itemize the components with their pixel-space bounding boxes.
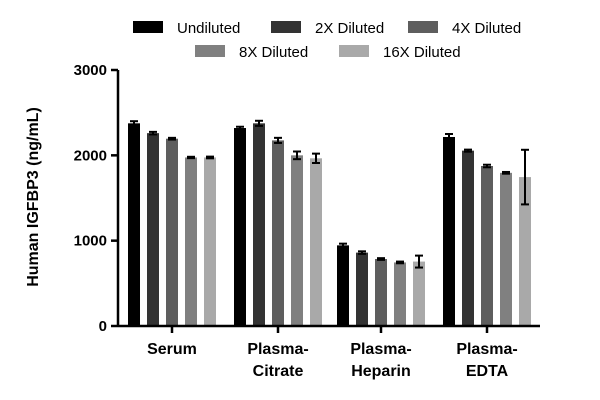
- x-category-label-line: Plasma-: [350, 341, 411, 358]
- legend-label: 16X Diluted: [383, 44, 461, 61]
- y-tick-label: 3000: [74, 62, 107, 79]
- bar: [356, 252, 368, 326]
- legend-swatch: [133, 21, 163, 33]
- bar: [413, 261, 425, 326]
- x-axis: Serum Plasma-CitratePlasma-HeparinPlasma-…: [118, 324, 540, 380]
- bar: [272, 140, 284, 326]
- bar: [481, 166, 493, 326]
- legend-swatch: [408, 21, 438, 33]
- legend-item: 2X Diluted: [271, 20, 384, 37]
- legend-label: 4X Diluted: [452, 20, 521, 37]
- legend-label: 8X Diluted: [239, 44, 308, 61]
- x-category-label-line: Serum: [147, 341, 197, 358]
- bar: [291, 155, 303, 326]
- x-category-label-line: EDTA: [466, 363, 509, 380]
- legend-label: 2X Diluted: [315, 20, 384, 37]
- bar: [500, 172, 512, 326]
- x-category-label-line: Plasma-: [247, 341, 308, 358]
- bar: [185, 157, 197, 326]
- bars: [128, 123, 531, 326]
- error-bars: [130, 119, 529, 269]
- bar: [443, 136, 455, 326]
- legend-label: Undiluted: [177, 20, 240, 37]
- y-axis: 0 1000 2000 3000: [74, 62, 120, 335]
- x-category-label-line: Citrate: [253, 363, 304, 380]
- x-category-label: Plasma- Heparin: [350, 341, 411, 380]
- x-category-label-line: Heparin: [351, 363, 411, 380]
- bar: [337, 245, 349, 326]
- x-category-label: Serum: [147, 341, 197, 358]
- bar: [519, 177, 531, 326]
- legend-item: 16X Diluted: [339, 44, 461, 61]
- legend: Undiluted 2X Diluted 4X Diluted 8X Diluted 1…: [133, 20, 521, 61]
- bar: [462, 150, 474, 326]
- legend-swatch: [271, 21, 301, 33]
- x-category-label: Plasma- Citrate: [247, 341, 308, 380]
- bar: [394, 262, 406, 326]
- legend-item: 8X Diluted: [195, 44, 308, 61]
- y-tick-label: 0: [99, 318, 107, 335]
- legend-swatch: [195, 45, 225, 57]
- bar: [253, 123, 265, 326]
- bar: [204, 157, 216, 326]
- bar: [310, 158, 322, 326]
- bar: [147, 133, 159, 326]
- legend-item: 4X Diluted: [408, 20, 521, 37]
- bar: [234, 128, 246, 326]
- bar: [375, 259, 387, 326]
- x-category-label-line: Plasma-: [456, 341, 517, 358]
- bar: [128, 123, 140, 326]
- legend-item: Undiluted: [133, 20, 240, 37]
- y-tick-label: 2000: [74, 147, 107, 164]
- bar: [166, 138, 178, 326]
- legend-swatch: [339, 45, 369, 57]
- x-category-label: Plasma- EDTA: [456, 341, 517, 380]
- y-tick-label: 1000: [74, 233, 107, 250]
- y-axis-title: Human IGFBP3 (ng/mL): [25, 107, 42, 287]
